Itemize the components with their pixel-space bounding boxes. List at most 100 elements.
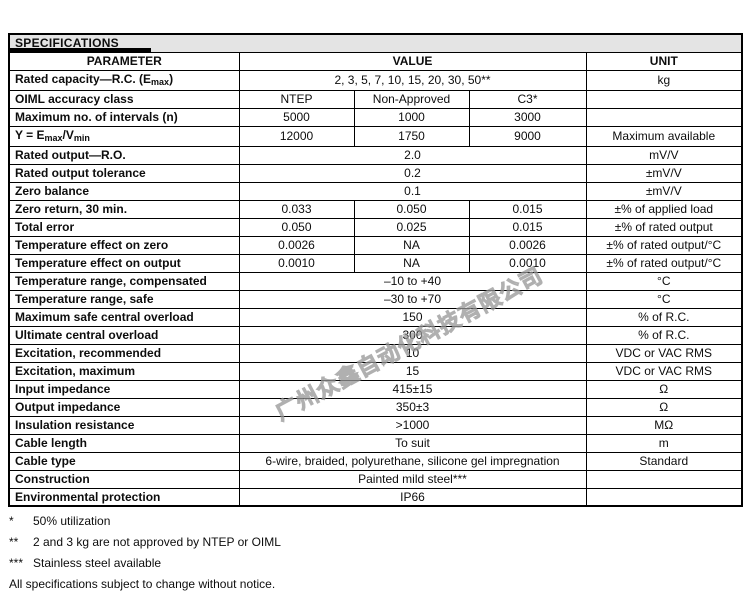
value-cell: 5000 <box>238 107 355 127</box>
spec-row-zero-balance: Zero balance 0.1 ±mV/V <box>8 181 743 201</box>
spec-row-oiml-accuracy-class: OIML accuracy class NTEP Non-Approved C3… <box>8 89 743 109</box>
parameter-cell: Maximum no. of intervals (n) <box>8 107 240 127</box>
unit-cell: ±% of rated output/°C <box>585 235 743 255</box>
parameter-cell: Excitation, maximum <box>8 361 240 381</box>
unit-cell: ±mV/V <box>585 163 743 183</box>
unit-cell <box>585 469 743 489</box>
column-header-value: VALUE <box>238 51 587 71</box>
unit-cell: MΩ <box>585 415 743 435</box>
parameter-cell: Rated capacity—R.C. (Emax) <box>8 69 240 91</box>
footnote-2-text: 2 and 3 kg are not approved by NTEP or O… <box>33 535 281 549</box>
footnote-2: ** 2 and 3 kg are not approved by NTEP o… <box>9 535 729 549</box>
spec-row-rated-output: Rated output—R.O. 2.0 mV/V <box>8 145 743 165</box>
unit-cell: VDC or VAC RMS <box>585 361 743 381</box>
footnote-1-marker: * <box>9 514 14 528</box>
value-cell: 150 <box>238 307 587 327</box>
spec-row-max-safe-overload: Maximum safe central overload 150 % of R… <box>8 307 743 327</box>
value-cell: 0.015 <box>468 199 587 219</box>
unit-cell: ±% of rated output/°C <box>585 253 743 273</box>
unit-cell <box>585 487 743 507</box>
spec-row-y-ratio: Y = Emax/Vmin 12000 1750 9000 Maximum av… <box>8 125 743 147</box>
unit-cell: ±% of rated output <box>585 217 743 237</box>
footnote-3: *** Stainless steel available <box>9 556 729 570</box>
value-cell: 0.050 <box>353 199 470 219</box>
column-header-row: PARAMETER VALUE UNIT <box>8 51 743 71</box>
spec-row-excitation-maximum: Excitation, maximum 15 VDC or VAC RMS <box>8 361 743 381</box>
value-cell: 12000 <box>238 125 355 147</box>
parameter-cell: Temperature effect on output <box>8 253 240 273</box>
column-header-parameter: PARAMETER <box>8 51 240 71</box>
parameter-cell: Insulation resistance <box>8 415 240 435</box>
value-cell: 6-wire, braided, polyurethane, silicone … <box>238 451 587 471</box>
value-cell: –30 to +70 <box>238 289 587 309</box>
value-cell: 15 <box>238 361 587 381</box>
parameter-cell: Rated output—R.O. <box>8 145 240 165</box>
unit-cell: Maximum available <box>585 125 743 147</box>
footnote-2-marker: ** <box>9 535 19 549</box>
value-cell: 1750 <box>353 125 470 147</box>
parameter-cell: Input impedance <box>8 379 240 399</box>
spec-row-environmental-protection: Environmental protection IP66 <box>8 487 743 507</box>
value-cell: IP66 <box>238 487 587 507</box>
value-cell: 0.025 <box>353 217 470 237</box>
table-title-row: SPECIFICATIONS <box>8 33 743 53</box>
parameter-cell: Temperature range, compensated <box>8 271 240 291</box>
spec-row-temp-effect-zero: Temperature effect on zero 0.0026 NA 0.0… <box>8 235 743 255</box>
value-cell: 10 <box>238 343 587 363</box>
spec-row-temp-range-safe: Temperature range, safe –30 to +70 °C <box>8 289 743 309</box>
unit-cell: °C <box>585 271 743 291</box>
value-cell: NA <box>353 235 470 255</box>
value-cell: 0.0026 <box>238 235 355 255</box>
value-cell: 2.0 <box>238 145 587 165</box>
spec-row-max-intervals: Maximum no. of intervals (n) 5000 1000 3… <box>8 107 743 127</box>
parameter-cell: Excitation, recommended <box>8 343 240 363</box>
value-cell: NA <box>353 253 470 273</box>
value-cell: 0.0026 <box>468 235 587 255</box>
table-title-label: SPECIFICATIONS <box>15 36 119 51</box>
column-header-unit: UNIT <box>585 51 743 71</box>
spec-row-temp-effect-output: Temperature effect on output 0.0010 NA 0… <box>8 253 743 273</box>
unit-cell: m <box>585 433 743 453</box>
value-cell: 0.2 <box>238 163 587 183</box>
unit-cell: Ω <box>585 379 743 399</box>
value-cell: 300 <box>238 325 587 345</box>
value-cell: 0.015 <box>468 217 587 237</box>
parameter-cell: Total error <box>8 217 240 237</box>
spec-row-insulation-resistance: Insulation resistance >1000 MΩ <box>8 415 743 435</box>
parameter-cell: Y = Emax/Vmin <box>8 125 240 147</box>
parameter-cell: Zero balance <box>8 181 240 201</box>
spec-row-excitation-recommended: Excitation, recommended 10 VDC or VAC RM… <box>8 343 743 363</box>
value-cell: 0.1 <box>238 181 587 201</box>
footnote-1: * 50% utilization <box>9 514 729 528</box>
value-cell: 0.0010 <box>238 253 355 273</box>
spec-row-output-impedance: Output impedance 350±3 Ω <box>8 397 743 417</box>
spec-row-cable-type: Cable type 6-wire, braided, polyurethane… <box>8 451 743 471</box>
spec-row-rated-output-tolerance: Rated output tolerance 0.2 ±mV/V <box>8 163 743 183</box>
parameter-cell: Ultimate central overload <box>8 325 240 345</box>
spec-row-temp-range-compensated: Temperature range, compensated –10 to +4… <box>8 271 743 291</box>
parameter-cell: Temperature effect on zero <box>8 235 240 255</box>
closing-note: All specifications subject to change wit… <box>9 577 276 591</box>
spec-row-total-error: Total error 0.050 0.025 0.015 ±% of rate… <box>8 217 743 237</box>
parameter-cell: Zero return, 30 min. <box>8 199 240 219</box>
value-cell: 2, 3, 5, 7, 10, 15, 20, 30, 50** <box>238 69 587 91</box>
unit-cell: kg <box>585 69 743 91</box>
spec-row-construction: Construction Painted mild steel*** <box>8 469 743 489</box>
unit-cell <box>585 89 743 109</box>
value-cell: >1000 <box>238 415 587 435</box>
unit-cell: Standard <box>585 451 743 471</box>
parameter-cell: Cable length <box>8 433 240 453</box>
spec-row-cable-length: Cable length To suit m <box>8 433 743 453</box>
value-cell-c3: C3* <box>468 89 587 109</box>
table-title: SPECIFICATIONS <box>8 33 743 53</box>
footnote-1-text: 50% utilization <box>33 514 111 528</box>
specifications-table: SPECIFICATIONS PARAMETER VALUE UNIT Rate… <box>8 33 744 507</box>
value-cell: 415±15 <box>238 379 587 399</box>
unit-cell: % of R.C. <box>585 307 743 327</box>
parameter-cell: Environmental protection <box>8 487 240 507</box>
value-cell: To suit <box>238 433 587 453</box>
spec-row-zero-return: Zero return, 30 min. 0.033 0.050 0.015 ±… <box>8 199 743 219</box>
unit-cell: °C <box>585 289 743 309</box>
parameter-cell: Cable type <box>8 451 240 471</box>
